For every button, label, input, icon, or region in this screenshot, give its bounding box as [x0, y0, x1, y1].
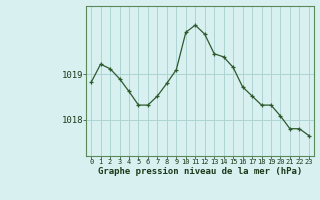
X-axis label: Graphe pression niveau de la mer (hPa): Graphe pression niveau de la mer (hPa) — [98, 167, 302, 176]
